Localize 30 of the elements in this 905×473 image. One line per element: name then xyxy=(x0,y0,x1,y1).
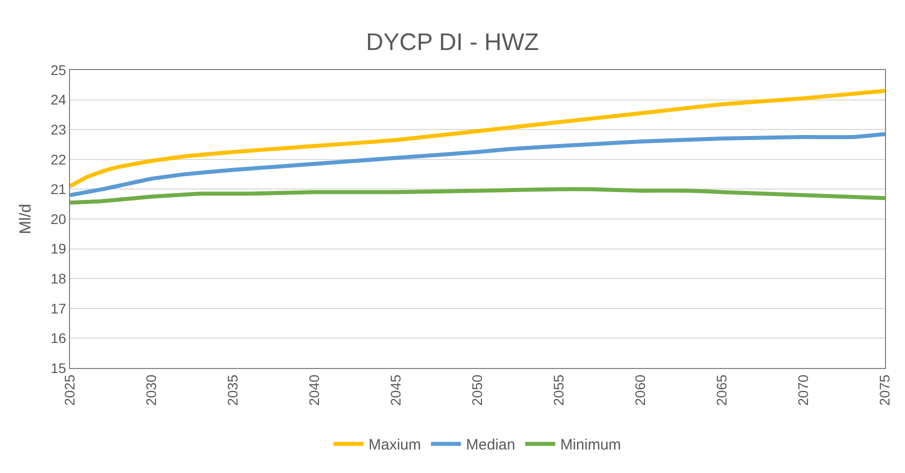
line-series xyxy=(70,187,885,205)
chart-title: DYCP DI - HWZ xyxy=(366,28,539,56)
x-tick-label: 2050 xyxy=(469,374,486,406)
y-tick-label: 21 xyxy=(50,181,66,198)
y-tick-label: 18 xyxy=(50,270,66,286)
y-tick-label: 23 xyxy=(50,122,66,138)
x-tick-label: 2025 xyxy=(62,374,78,406)
y-axis-title: Ml/d xyxy=(18,204,35,234)
line-series xyxy=(70,132,885,198)
line-series xyxy=(70,88,885,188)
y-tick-label: 24 xyxy=(50,92,66,108)
x-tick-label: 2045 xyxy=(388,374,404,406)
x-tick-label: 2075 xyxy=(876,374,893,406)
x-tick-label: 2055 xyxy=(550,374,567,406)
y-tick-label: 16 xyxy=(50,330,66,346)
x-tick-label: 2060 xyxy=(632,374,648,406)
x-tick-label: 2035 xyxy=(224,374,241,406)
x-tick-label: 2040 xyxy=(306,374,322,406)
y-tick-label: 22 xyxy=(50,151,66,168)
legend-label: Median xyxy=(466,436,516,454)
y-tick-label: 17 xyxy=(50,300,66,316)
x-tick-label: 2070 xyxy=(795,374,812,406)
x-tick-label: 2065 xyxy=(714,374,730,406)
y-tick-label: 19 xyxy=(50,240,66,257)
x-tick-label: 2030 xyxy=(143,374,160,406)
y-tick-label: 20 xyxy=(50,210,66,227)
y-tick-label: 15 xyxy=(50,360,66,376)
y-tick-label: 25 xyxy=(50,62,66,78)
legend-label: Minimum xyxy=(560,436,622,454)
legend-label: Maxium xyxy=(368,436,422,454)
